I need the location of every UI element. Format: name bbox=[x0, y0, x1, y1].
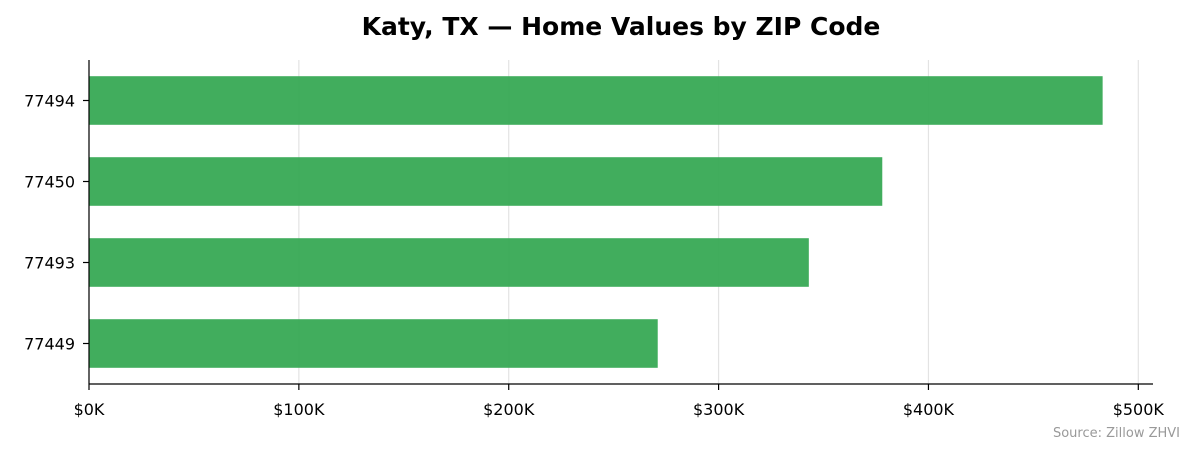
axes bbox=[88, 60, 1153, 385]
x-tick-label: $0K bbox=[74, 400, 105, 419]
bar bbox=[89, 76, 1103, 125]
bars bbox=[89, 76, 1103, 368]
y-tick-label: 77450 bbox=[24, 173, 75, 192]
y-tick-label: 77494 bbox=[24, 92, 75, 111]
x-tick-label: $200K bbox=[483, 400, 535, 419]
y-tick-label: 77449 bbox=[24, 335, 75, 354]
x-tick-label: $100K bbox=[273, 400, 325, 419]
source-note: Source: Zillow ZHVI bbox=[1053, 426, 1180, 441]
chart-title: Katy, TX — Home Values by ZIP Code bbox=[362, 12, 881, 41]
bar bbox=[89, 157, 883, 206]
bar bbox=[89, 238, 809, 287]
bar bbox=[89, 319, 658, 368]
x-tick-label: $400K bbox=[903, 400, 955, 419]
ticks: $0K $100K $200K $300K $400K $500K 77494 77450 77… bbox=[24, 92, 1164, 420]
y-tick-label: 77493 bbox=[24, 254, 75, 273]
x-tick-label: $500K bbox=[1113, 400, 1165, 419]
x-tick-label: $300K bbox=[693, 400, 745, 419]
